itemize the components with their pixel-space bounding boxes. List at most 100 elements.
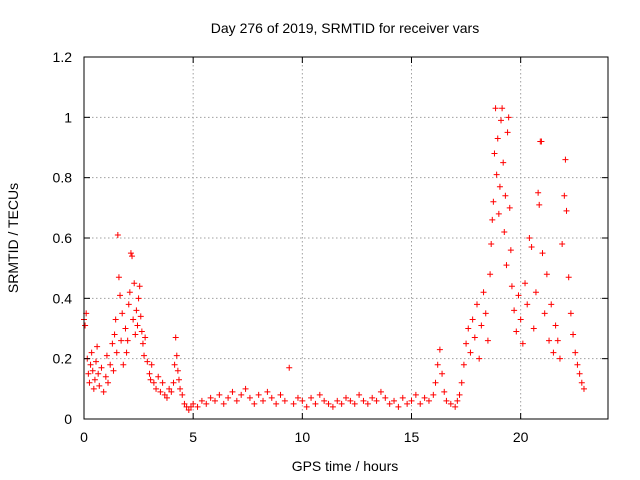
data-point [522, 280, 529, 287]
data-point [190, 400, 197, 407]
data-point [220, 400, 227, 407]
data-point [491, 150, 498, 157]
data-point [264, 388, 271, 395]
data-point [482, 310, 489, 317]
data-point [136, 283, 143, 290]
data-point [133, 307, 140, 314]
data-point [316, 391, 323, 398]
data-point [255, 391, 262, 398]
data-point [430, 391, 437, 398]
x-tick-label: 0 [80, 429, 88, 445]
data-point [168, 388, 175, 395]
y-tick-label: 1.2 [53, 49, 73, 65]
data-point [580, 385, 587, 392]
data-point [454, 397, 461, 404]
data-point [524, 301, 531, 308]
data-point [85, 370, 92, 377]
data-point [238, 391, 245, 398]
data-point [321, 397, 328, 404]
data-point [559, 241, 566, 248]
data-point [95, 370, 102, 377]
data-point [382, 394, 389, 401]
data-point [105, 379, 112, 386]
data-point [480, 289, 487, 296]
data-point [273, 400, 280, 407]
x-tick-label: 15 [404, 429, 420, 445]
data-point [286, 364, 293, 371]
data-point [452, 403, 459, 410]
data-point [107, 361, 114, 368]
data-point [421, 394, 428, 401]
data-point [134, 322, 141, 329]
data-point [535, 189, 542, 196]
data-point [90, 385, 97, 392]
data-point [541, 310, 548, 317]
data-point [137, 313, 144, 320]
data-point [515, 292, 522, 299]
data-point [157, 388, 164, 395]
data-point [526, 235, 533, 241]
data-point [532, 289, 539, 296]
data-point [528, 244, 535, 251]
data-point [503, 262, 510, 269]
data-point [408, 397, 415, 404]
data-point [578, 379, 585, 386]
data-point [530, 325, 537, 332]
data-point [343, 394, 349, 401]
data-point [171, 361, 178, 368]
data-point [163, 394, 170, 401]
data-point [561, 192, 568, 199]
y-tick-label: 1 [64, 109, 72, 125]
data-point [242, 385, 249, 392]
data-point [498, 117, 505, 124]
data-point [111, 331, 118, 338]
data-point [148, 361, 155, 368]
data-point [303, 403, 310, 410]
data-point [135, 295, 142, 302]
data-point [500, 159, 507, 166]
data-point [434, 361, 441, 368]
data-point [103, 352, 110, 359]
data-point [131, 280, 138, 287]
data-point [576, 370, 583, 377]
data-point [198, 397, 205, 404]
data-point [513, 328, 520, 335]
data-point [185, 406, 192, 413]
data-point [91, 376, 98, 383]
data-point [166, 385, 173, 392]
data-point [119, 310, 126, 317]
chart-title: Day 276 of 2019, SRMTID for receiver var… [211, 20, 479, 36]
data-point [281, 397, 288, 404]
data-point [546, 337, 553, 344]
data-point [364, 400, 371, 407]
data-point [567, 310, 574, 317]
data-point [399, 394, 406, 401]
data-point [173, 352, 180, 359]
data-point [458, 379, 465, 386]
x-tick-label: 20 [513, 429, 529, 445]
data-point [179, 391, 186, 398]
data-point [96, 382, 103, 389]
data-point [325, 400, 332, 407]
data-point [207, 394, 214, 401]
data-point [187, 403, 194, 410]
data-point [147, 376, 154, 383]
data-point [268, 394, 275, 401]
data-point [395, 403, 402, 410]
data-point [123, 349, 130, 356]
data-point [233, 397, 240, 404]
data-point [212, 397, 218, 404]
data-point [277, 391, 284, 398]
data-point [347, 397, 354, 404]
data-point [436, 346, 443, 353]
data-point [489, 216, 496, 223]
data-point [476, 355, 483, 362]
data-point [299, 397, 306, 404]
data-point [124, 337, 131, 344]
data-point [216, 391, 223, 398]
data-point [110, 367, 117, 374]
data-point [373, 397, 380, 404]
data-point [548, 301, 555, 308]
data-point [161, 391, 168, 398]
